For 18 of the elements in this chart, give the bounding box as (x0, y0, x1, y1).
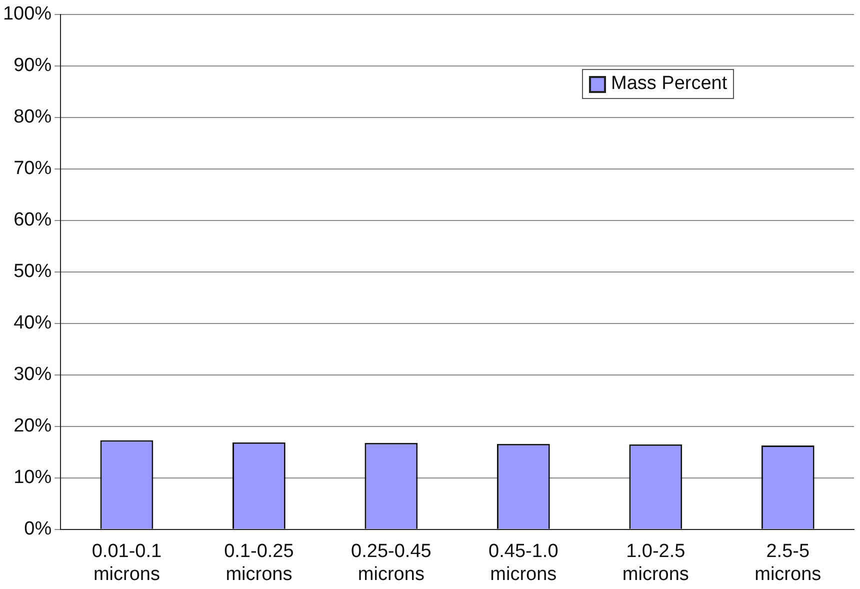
x-tick-label: 0.45-1.0 microns (488, 541, 558, 585)
x-tick-label: 0.01-0.1 microns (92, 541, 162, 585)
legend-label: Mass Percent (611, 73, 728, 96)
y-tick-label: 50% (14, 261, 52, 282)
y-tick-label: 20% (14, 416, 52, 437)
y-tick-label: 60% (14, 210, 52, 231)
y-tick-label: 0% (24, 518, 52, 540)
x-tick-label: 2.5-5 microns (754, 541, 822, 585)
x-tick-label: 1.0-2.5 microns (622, 541, 689, 585)
y-tick-label: 30% (14, 364, 52, 386)
y-tick-label: 80% (14, 106, 52, 128)
y-tick-label: 90% (14, 55, 52, 76)
y-tick-label: 40% (14, 312, 52, 334)
y-tick-label: 70% (14, 158, 52, 180)
y-tick-label: 100% (2, 4, 52, 25)
x-tick-label: 0.25-0.45 microns (351, 541, 432, 585)
x-tick-label: 0.1-0.25 microns (224, 541, 294, 585)
y-tick-label: 10% (14, 467, 52, 488)
